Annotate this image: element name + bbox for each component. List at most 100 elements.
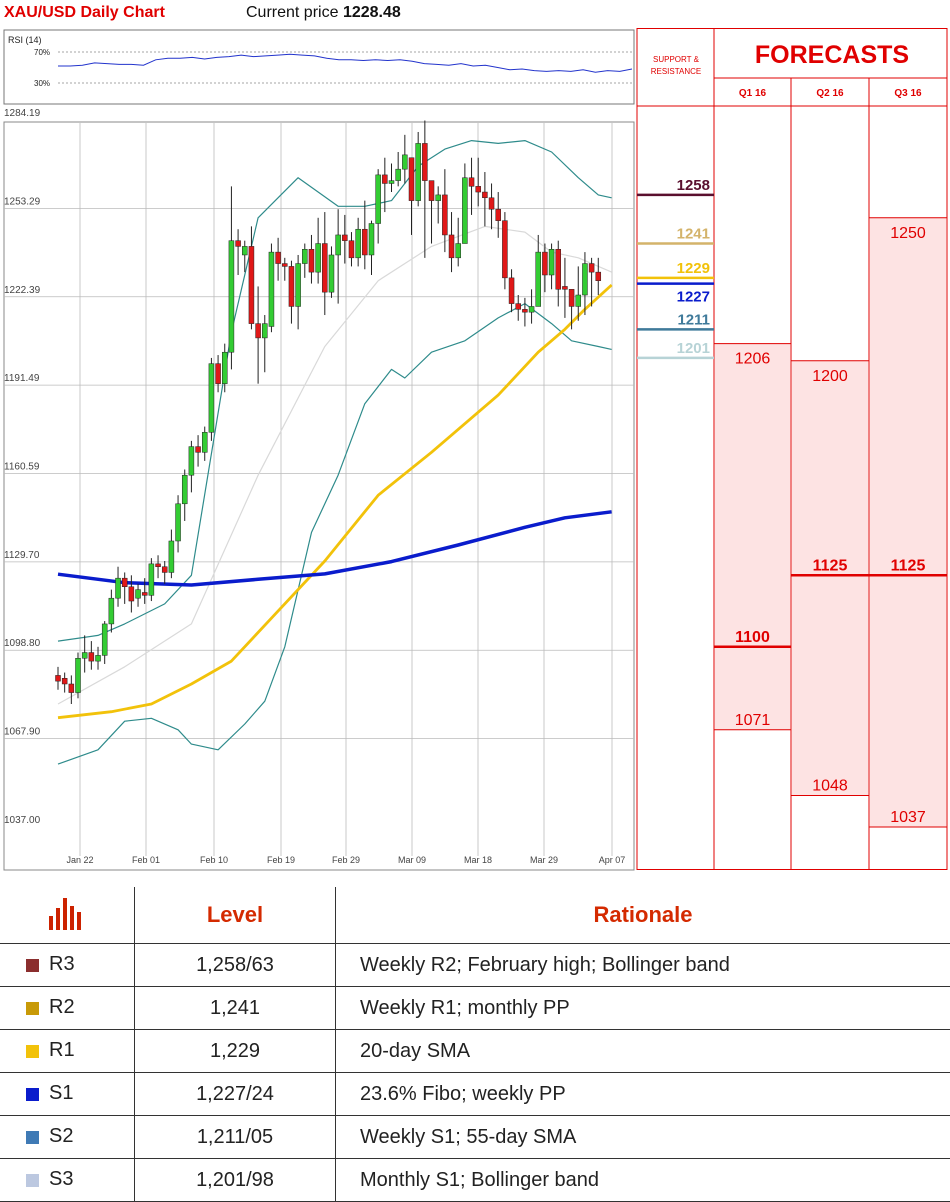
candle-body [482, 192, 487, 198]
candle-body [102, 624, 107, 655]
level-code-cell: S3 [0, 1159, 135, 1202]
sr-level-label: 1258 [677, 177, 710, 194]
candle-body [122, 578, 127, 587]
candle-body [542, 252, 547, 275]
forecast-range [715, 344, 790, 730]
x-tick-label: Feb 19 [267, 855, 295, 865]
level-value: 1,227/24 [135, 1073, 336, 1116]
header-rationale: Rationale [336, 887, 950, 944]
candle-body [62, 678, 67, 684]
forecast-mid-label: 1100 [735, 629, 770, 646]
level-code: R1 [49, 1040, 75, 1062]
candle-body [529, 306, 534, 312]
x-tick-label: Mar 09 [398, 855, 426, 865]
level-value: 1,241 [135, 987, 336, 1030]
sr-level-label: 1211 [677, 311, 710, 328]
candle-body [489, 198, 494, 209]
y-tick-label: 1067.90 [4, 727, 41, 738]
y-tick-label: 1098.80 [4, 638, 41, 649]
candle-body [422, 143, 427, 180]
forecast-high-label: 1250 [890, 225, 926, 242]
x-tick-label: Feb 10 [200, 855, 228, 865]
candle-body [336, 235, 341, 255]
forecast-high-label: 1206 [735, 351, 771, 368]
candle-body [396, 169, 401, 180]
main-plot-area [4, 122, 634, 870]
y-tick-label: 1191.49 [4, 373, 40, 384]
candle-body [296, 264, 301, 307]
forecast-column-header: Q2 16 [816, 88, 844, 99]
candle-body [109, 598, 114, 624]
x-tick-label: Apr 07 [599, 855, 626, 865]
rsi-label: RSI (14) [8, 35, 42, 45]
price-chart: RSI (14) 70% 30% 1284.191253.291222.3911… [0, 28, 636, 873]
candle-body [436, 195, 441, 201]
y-tick-label: 1129.70 [4, 550, 40, 561]
x-tick-label: Mar 18 [464, 855, 492, 865]
candle-body [169, 541, 174, 572]
candle-body [349, 241, 354, 258]
sr-label-1: SUPPORT & [653, 55, 700, 64]
candle-body [462, 178, 467, 244]
candle-body [589, 264, 594, 273]
level-swatch [26, 1131, 39, 1144]
candle-body [449, 235, 454, 258]
candle-body [189, 447, 194, 476]
candle-body [522, 309, 527, 312]
level-swatch [26, 1045, 39, 1058]
candle-body [369, 224, 374, 255]
level-rationale: 20-day SMA [336, 1030, 950, 1073]
candle-body [216, 364, 221, 384]
candle-body [382, 175, 387, 184]
candle-body [149, 564, 154, 595]
level-rationale: Weekly S1; 55-day SMA [336, 1116, 950, 1159]
y-tick-label: 1253.29 [4, 196, 41, 207]
candle-body [249, 246, 254, 323]
candle-body [82, 653, 87, 659]
candle-body [96, 655, 101, 661]
chart-header: XAU/USD Daily Chart Current price 1228.4… [0, 0, 636, 28]
candle-body [509, 278, 514, 304]
forecast-title: FORECASTS [755, 41, 909, 69]
candle-body [582, 264, 587, 295]
candle-body [69, 684, 74, 693]
forecast-column-header: Q1 16 [739, 88, 767, 99]
forecast-low-label: 1037 [890, 809, 926, 826]
chart-title: XAU/USD Daily Chart [4, 4, 165, 22]
candle-body [289, 266, 294, 306]
candle-body [356, 229, 361, 258]
candle-body [276, 252, 281, 263]
candle-body [56, 675, 61, 681]
candle-body [362, 229, 367, 255]
candle-body [116, 578, 121, 598]
level-value: 1,201/98 [135, 1159, 336, 1202]
level-rationale: Monthly S1; Bollinger band [336, 1159, 950, 1202]
level-value: 1,258/63 [135, 944, 336, 987]
forecast-range [870, 218, 946, 827]
candle-body [456, 244, 461, 258]
rsi-panel [4, 30, 634, 104]
current-price-label: Current price [246, 4, 338, 21]
sr-level-label: 1241 [677, 226, 710, 243]
candle-body [76, 658, 81, 692]
candle-body [156, 564, 161, 567]
level-code-cell: R3 [0, 944, 135, 987]
forecast-low-label: 1071 [735, 712, 771, 729]
level-code-cell: R1 [0, 1030, 135, 1073]
candle-body [342, 235, 347, 241]
candle-body [176, 504, 181, 541]
candle-body [576, 295, 581, 306]
table-icon-cell [0, 887, 135, 944]
rsi-30-label: 30% [34, 79, 50, 88]
candle-body [429, 181, 434, 201]
candle-body [242, 246, 247, 255]
candle-body [376, 175, 381, 224]
level-code-cell: S1 [0, 1073, 135, 1116]
